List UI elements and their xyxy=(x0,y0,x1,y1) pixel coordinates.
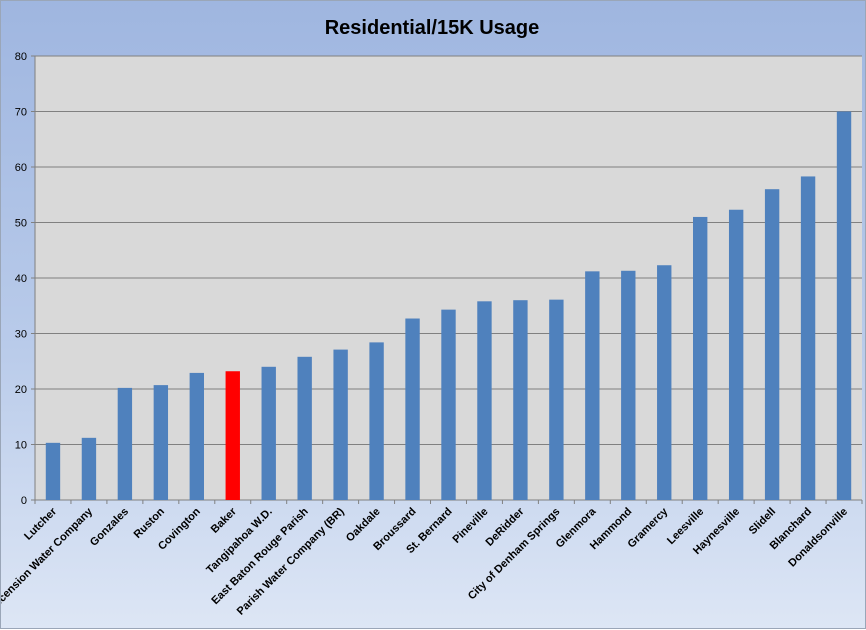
bar-haynesville xyxy=(728,209,744,501)
x-tick-label: Baker xyxy=(209,505,240,536)
bar-gonzales xyxy=(117,387,133,500)
bar-oakdale xyxy=(369,342,384,500)
bar-lutcher xyxy=(45,442,61,500)
bar-deridder xyxy=(513,300,528,500)
x-tick-label: Gramercy xyxy=(626,505,671,550)
y-tick-label: 70 xyxy=(15,107,27,119)
bar-ruston xyxy=(153,385,169,500)
bar-blanchard xyxy=(800,176,816,500)
bar-slidell xyxy=(764,189,780,500)
bar-gramercy xyxy=(657,265,672,500)
y-axis: 0 10 20 30 40 50 60 70 80 xyxy=(15,51,36,507)
y-tick-label: 50 xyxy=(15,218,27,230)
x-tick-label: Gonzales xyxy=(88,506,131,549)
bar-st-bernard xyxy=(441,309,456,500)
y-tick-label: 0 xyxy=(21,495,27,507)
bar-covington xyxy=(189,372,204,500)
x-tick-label: Tangipahoa W.D. xyxy=(204,506,275,577)
x-tick-label: Slidell xyxy=(747,506,778,537)
bar-east-baton-rouge-parish xyxy=(297,356,312,500)
bars xyxy=(45,111,852,501)
bar-broussard xyxy=(405,318,420,500)
y-tick-label: 40 xyxy=(15,273,27,285)
bar-city-of-denham-springs xyxy=(549,299,564,500)
bar-glenmora xyxy=(585,271,600,500)
bar-donaldsonville xyxy=(836,111,852,500)
y-tick-label: 10 xyxy=(15,440,27,452)
bar-ascension-water-company xyxy=(81,437,97,500)
bar-baker xyxy=(225,371,240,500)
bar-pineville xyxy=(477,301,492,500)
bar-leesville xyxy=(693,216,708,500)
x-tick-label: Ruston xyxy=(132,505,167,540)
y-tick-label: 30 xyxy=(15,329,27,341)
chart-title: Residential/15K Usage xyxy=(325,17,540,39)
bar-tangipahoa-w-d xyxy=(261,366,276,500)
y-tick-label: 80 xyxy=(15,51,27,63)
bar-hammond xyxy=(621,270,636,500)
bar-parish-water-company-br xyxy=(333,349,348,500)
y-tick-label: 60 xyxy=(15,162,27,174)
y-tick-label: 20 xyxy=(15,384,27,396)
